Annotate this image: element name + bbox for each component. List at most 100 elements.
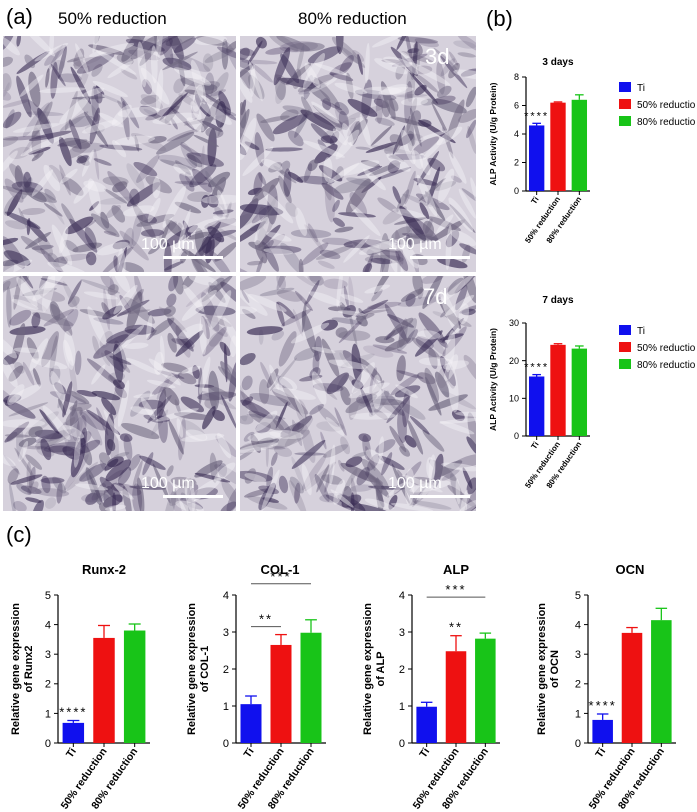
chart-runx-2: Runx-2 Relative gene expression of Runx2 0 1… [10,562,150,810]
y-axis-label: ALP Activity (U/g Protein) [488,328,498,431]
stained-cell [214,464,236,489]
stained-cell [334,226,354,233]
fibrous-highlight [455,411,476,417]
fibrous-highlight [265,232,292,242]
stained-cell [3,455,21,475]
scale-bar [163,256,223,259]
stained-cell [375,439,396,454]
y-tick-label: 2 [575,679,581,691]
stained-cell [13,276,22,310]
fibrous-highlight [181,433,225,442]
y-tick-label: 4 [45,619,51,631]
fibrous-highlight [146,314,153,341]
y-tick-label: 0 [514,186,519,196]
bar [528,376,545,436]
fibrous-highlight [362,86,402,95]
stained-cell [331,36,362,65]
stained-cell [179,173,195,192]
stained-cell [34,487,70,497]
stained-cell [107,171,135,205]
stained-cell [358,361,369,373]
fibrous-highlight [448,151,467,184]
stained-cell [467,412,476,449]
fibrous-highlight [200,102,232,125]
stained-cell [4,434,31,438]
stained-cell [197,391,236,401]
stained-cell [292,419,303,447]
significance-marker: **** [59,705,87,720]
chart-title: OCN [616,562,645,577]
y-tick-label: 5 [575,590,581,602]
stained-cell [273,46,291,86]
stained-cell [180,143,202,157]
y-tick-label: 0 [575,738,581,750]
stained-cell [70,66,92,105]
fibrous-highlight [330,489,354,508]
significance-marker: **** [524,110,549,122]
fibrous-highlight [390,503,434,511]
stained-cell [20,485,42,495]
stained-cell [377,197,399,213]
stained-cell [301,310,317,354]
fibrous-highlight [91,364,106,385]
stained-cell [156,131,195,155]
fibrous-highlight [162,185,187,228]
stained-cell [311,376,338,400]
stained-cell [258,379,270,405]
fibrous-highlight [83,180,107,192]
stained-cell [24,54,36,69]
stained-cell [3,135,19,148]
stained-cell [195,36,226,46]
stained-cell [123,434,133,461]
fibrous-highlight [302,53,326,90]
stained-cell [334,407,347,436]
stained-cell [3,56,14,68]
stained-cell [317,405,340,428]
stained-cell [77,97,101,121]
stained-cell [3,259,15,272]
fibrous-highlight [378,436,385,460]
stained-cell [31,101,53,139]
stained-cell [59,111,89,132]
fibrous-highlight [428,454,436,485]
stained-cell [272,429,310,449]
stained-cell [276,289,303,302]
stained-cell [432,95,456,105]
stained-cell [288,480,307,511]
stained-cell [104,188,128,204]
scale-bar-label: 100 µm [141,236,195,253]
fibrous-highlight [75,43,89,75]
stained-cell [113,255,120,272]
stained-cell [256,225,270,250]
fibrous-highlight [263,191,294,224]
stained-cell [329,72,354,82]
fibrous-highlight [240,117,257,161]
stained-cell [259,445,286,450]
stained-cell [282,384,307,419]
stained-cell [466,483,476,511]
stained-cell [124,296,155,324]
stained-cell [447,277,465,295]
stained-cell [57,392,64,409]
stained-cell [27,481,39,495]
stained-cell [438,338,449,348]
fibrous-highlight [114,135,156,145]
stained-cell [180,141,198,168]
stained-cell [65,406,83,427]
legend-label: Ti [637,326,645,337]
fibrous-highlight [325,417,345,436]
fibrous-highlight [156,36,164,62]
stained-cell [210,89,226,97]
stained-cell [44,44,67,66]
fibrous-highlight [240,76,253,103]
fibrous-highlight [156,68,164,113]
fibrous-highlight [117,106,161,118]
fibrous-highlight [152,176,161,199]
y-tick-label: 3 [575,649,581,661]
stained-cell [266,466,274,488]
stained-cell [357,165,383,176]
stained-cell [89,201,100,211]
stained-cell [133,161,158,177]
stained-cell [205,127,224,139]
stained-cell [107,284,119,296]
